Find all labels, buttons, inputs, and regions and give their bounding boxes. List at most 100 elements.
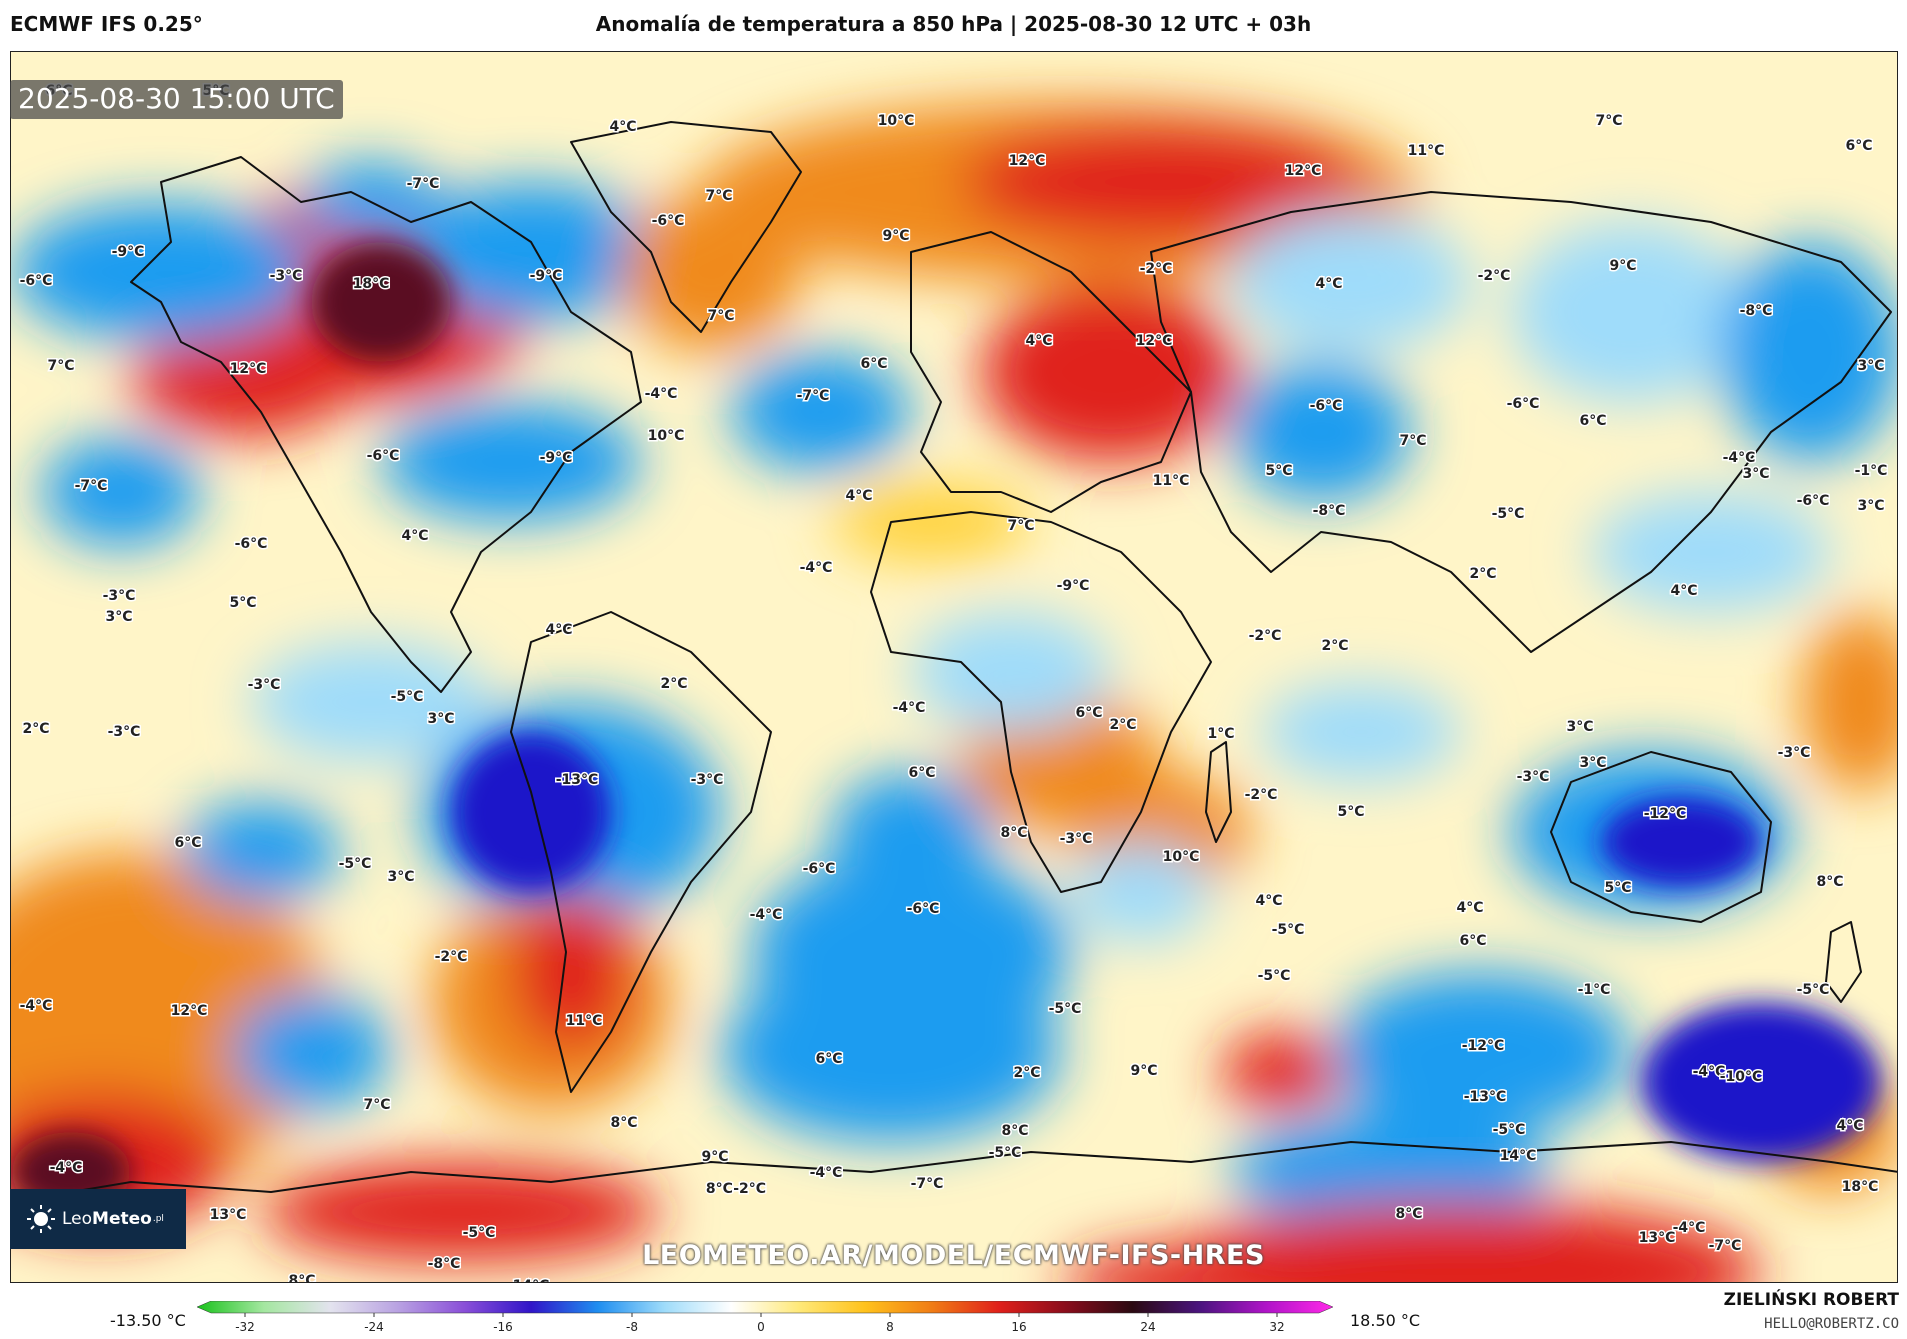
- temperature-label: 6°C: [1075, 705, 1102, 721]
- temperature-label: -3°C: [1060, 831, 1093, 847]
- valid-time-badge: 2025-08-30 15:00 UTC: [10, 80, 343, 119]
- temperature-label: -4°C: [1693, 1064, 1726, 1080]
- temperature-label: 9°C: [1609, 258, 1636, 274]
- temperature-label: 4°C: [1315, 276, 1342, 292]
- temperature-label: 4°C: [1255, 893, 1282, 909]
- temperature-label: 8°C: [1001, 1123, 1028, 1139]
- temperature-label: 2°C: [1469, 566, 1496, 582]
- scale-min-value: -13.50 °C: [110, 1311, 186, 1330]
- map-title: Anomalía de temperatura a 850 hPa | 2025…: [595, 12, 1312, 36]
- scale-tick-label: 32: [1269, 1320, 1284, 1334]
- temperature-label: 6°C: [860, 356, 887, 372]
- temperature-label: 5°C: [1337, 804, 1364, 820]
- temperature-label: 11°C: [566, 1013, 603, 1029]
- temperature-label: 10°C: [648, 428, 685, 444]
- temperature-label: 11°C: [1408, 143, 1445, 159]
- temperature-label: 8°C: [1395, 1206, 1422, 1222]
- temperature-label: 4°C: [545, 622, 572, 638]
- temperature-label: 9°C: [882, 228, 909, 244]
- anomaly-area-very-hot: [131, 327, 351, 437]
- temperature-label: 1°C: [1207, 726, 1234, 742]
- temperature-label: -5°C: [463, 1225, 496, 1241]
- temperature-label: 7°C: [705, 188, 732, 204]
- anomaly-area-cool: [911, 612, 1111, 732]
- scale-tick-label: 8: [886, 1320, 894, 1334]
- anomaly-area-hot: [1801, 612, 1897, 792]
- logo-text-light: Leo: [62, 1209, 93, 1229]
- temperature-label: -13°C: [556, 772, 599, 788]
- temperature-label: -6°C: [907, 901, 940, 917]
- temperature-label: 7°C: [707, 308, 734, 324]
- temperature-label: 6°C: [908, 765, 935, 781]
- scale-max-value: 18.50 °C: [1350, 1311, 1421, 1330]
- anomaly-cores: [11, 242, 1881, 1212]
- temperature-label: 2°C: [660, 676, 687, 692]
- temperature-label: -4°C: [893, 700, 926, 716]
- temperature-label: -5°C: [391, 689, 424, 705]
- temperature-label: 18°C: [1842, 1179, 1879, 1195]
- temperature-label: -2°C: [1245, 787, 1278, 803]
- temperature-label: -13°C: [1464, 1089, 1507, 1105]
- temperature-label: -7°C: [797, 388, 830, 404]
- anomaly-area-cool: [1511, 222, 1751, 402]
- temperature-label: -5°C: [339, 856, 372, 872]
- temperature-label: -6°C: [803, 861, 836, 877]
- temperature-label: -6°C: [20, 273, 53, 289]
- temperature-label: -5°C: [1258, 968, 1291, 984]
- anomaly-area-cold: [401, 182, 661, 322]
- temperature-label: 6°C: [174, 835, 201, 851]
- temperature-labels: 6°C 5°C 4°C -7°C -6°C 10°C 12°C 11°C 12°C 7°C 6°C -…: [18, 82, 1889, 1283]
- temperature-label: 10°C: [878, 113, 915, 129]
- temperature-label: -4°C: [810, 1165, 843, 1181]
- temperature-label: 4°C: [609, 119, 636, 135]
- temperature-label: -5°C: [1049, 1001, 1082, 1017]
- temperature-label: 14°C: [1500, 1148, 1537, 1164]
- anomaly-area-very-hot: [1221, 1032, 1341, 1112]
- anomaly-area-very-hot: [1061, 1242, 1461, 1282]
- temperature-label: 5°C: [1604, 880, 1631, 896]
- temperature-label: -10°C: [1720, 1069, 1763, 1085]
- temperature-label: -2°C: [1140, 261, 1173, 277]
- temperature-label: 7°C: [1007, 518, 1034, 534]
- temperature-label: 8°C: [610, 1115, 637, 1131]
- temperature-label: 3°C: [387, 869, 414, 885]
- temperature-label: -3°C: [103, 588, 136, 604]
- anomaly-area-cold: [381, 402, 641, 522]
- temperature-label: -8°C: [1313, 503, 1346, 519]
- temperature-label: -1°C: [1578, 982, 1611, 998]
- sun-icon: [27, 1205, 55, 1233]
- temperature-label: 12°C: [171, 1003, 208, 1019]
- temperature-label: 5°C: [1265, 463, 1292, 479]
- scale-tick-label: -8: [626, 1320, 638, 1334]
- temperature-label: 8°C-2°C: [706, 1181, 766, 1197]
- temperature-label: -3°C: [108, 724, 141, 740]
- temperature-label: 3°C: [427, 711, 454, 727]
- temperature-label: -8°C: [428, 1256, 461, 1272]
- anomaly-area-hot: [621, 192, 801, 352]
- temperature-label: 6°C: [815, 1051, 842, 1067]
- coastlines: [11, 121, 1897, 1203]
- anomaly-area-cold: [1331, 972, 1631, 1132]
- model-url-watermark: LEOMETEO.AR/MODEL/ECMWF-IFS-HRES: [642, 1240, 1265, 1271]
- temperature-label: -4°C: [20, 998, 53, 1014]
- anomaly-area-cold: [1231, 1112, 1551, 1232]
- temperature-label: 6°C: [1845, 138, 1872, 154]
- anomaly-area-cold-extreme: [1641, 1002, 1881, 1162]
- temperature-label: 4°C: [1670, 583, 1697, 599]
- anomaly-area-very-hot: [261, 1162, 661, 1262]
- temperature-label: 8°C: [288, 1273, 315, 1283]
- temperature-label: 3°C: [1857, 498, 1884, 514]
- anomaly-area-very-hot: [981, 282, 1241, 462]
- temperature-anomaly-map: 6°C 5°C 4°C -7°C -6°C 10°C 12°C 11°C 12°C 7°C 6°C -…: [10, 51, 1898, 1283]
- scale-tick-label: -32: [235, 1320, 255, 1334]
- temperature-label: -3°C: [1517, 769, 1550, 785]
- temperature-label: 7°C: [363, 1097, 390, 1113]
- temperature-label: -4°C: [1673, 1220, 1706, 1236]
- temperature-label: 2°C: [1109, 717, 1136, 733]
- temperature-label: -6°C: [652, 213, 685, 229]
- author-name: ZIELIŃSKI ROBERT: [1723, 1290, 1899, 1310]
- temperature-label: 3°C: [1742, 466, 1769, 482]
- anomaly-area-cold: [41, 437, 201, 547]
- temperature-label: -9°C: [530, 268, 563, 284]
- anomaly-area-cool: [1231, 212, 1471, 352]
